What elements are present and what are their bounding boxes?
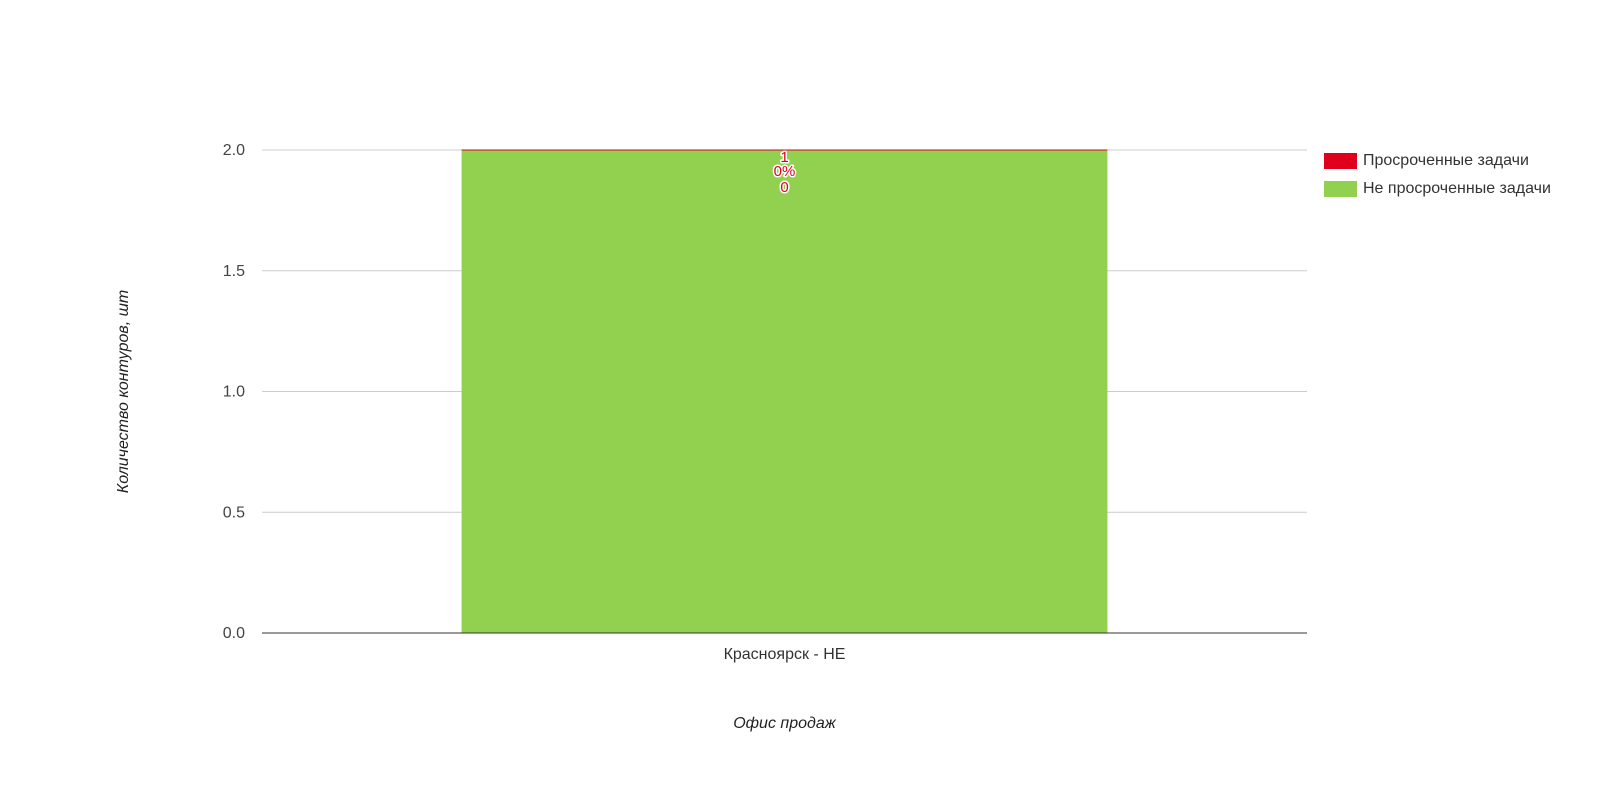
data-label-layer: 10%0 [772,148,797,198]
x-tick-label-0: Красноярск - НЕ [724,646,846,663]
bar-layer [461,149,1108,633]
y-tick-label-4: 2.0 [223,142,245,159]
data-label-0: 1 [780,149,788,166]
y-tick-label-0: 0.0 [223,625,245,642]
x-axis-title: Офис продаж [733,715,837,732]
legend-label-overdue: Просроченные задачи [1363,152,1529,169]
legend-swatch-overdue [1324,153,1357,169]
legend-label-not-overdue: Не просроченные задачи [1363,180,1551,197]
legend-swatch-not-overdue [1324,181,1357,197]
axis-layer: 0.0 0.5 1.0 1.5 2.0 Красноярск - НЕ [223,142,1307,663]
legend-item-not-overdue[interactable]: Не просроченные задачи [1324,175,1594,203]
y-tick-label-3: 1.5 [223,263,245,280]
data-label-1: 0% [774,163,796,180]
y-axis-title: Количество контуров, шт [115,290,132,493]
legend: Просроченные задачи Не просроченные зада… [1324,147,1594,203]
y-tick-label-1: 0.5 [223,504,245,521]
bar-0-0[interactable] [461,150,1108,633]
y-tick-label-2: 1.0 [223,384,245,401]
data-label-2: 0 [780,179,788,196]
legend-item-overdue[interactable]: Просроченные задачи [1324,147,1594,175]
